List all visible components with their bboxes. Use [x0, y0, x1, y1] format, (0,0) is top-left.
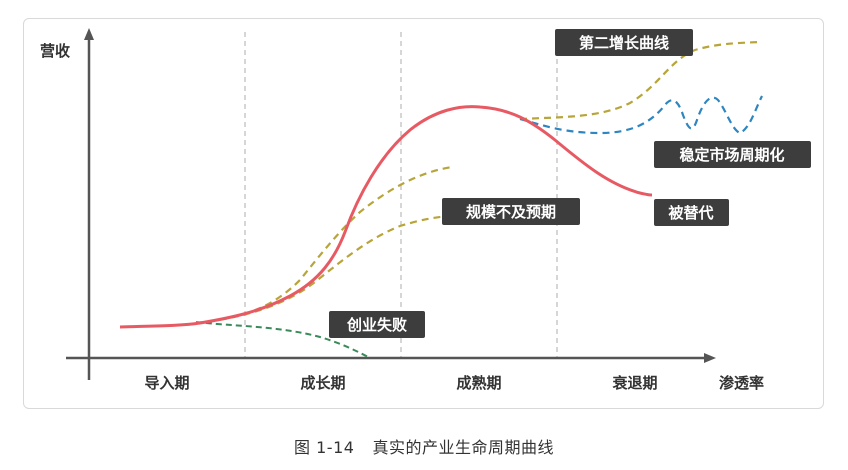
startup-failure-curve — [195, 321, 371, 359]
x-axis-label: 渗透率 — [719, 374, 764, 392]
second-growth-curve — [519, 40, 761, 121]
replaced-label-text: 被替代 — [668, 204, 713, 222]
second-growth-label: 第二增长曲线 — [555, 29, 693, 56]
figure-title: 真实的产业生命周期曲线 — [372, 438, 554, 457]
second-growth-label-text: 第二增长曲线 — [579, 34, 669, 52]
stable-cycle-label: 稳定市场周期化 — [654, 141, 811, 168]
figure-number: 图 1-14 — [294, 438, 355, 457]
below-expectation-label: 规模不及预期 — [442, 198, 580, 225]
phase-label-mature: 成熟期 — [456, 374, 501, 392]
stable-cycle-curve — [519, 95, 763, 135]
y-axis-arrow — [84, 28, 94, 40]
x-axis-arrow — [704, 353, 716, 363]
main-lifecycle-curve — [119, 105, 653, 329]
startup-failure-label: 创业失败 — [329, 311, 425, 338]
phase-label-decline: 衰退期 — [611, 374, 657, 392]
below-expectation-curve-lower — [195, 214, 451, 325]
y-axis-label: 营收 — [40, 42, 70, 60]
replaced-label: 被替代 — [654, 199, 729, 226]
below-expectation-curve-upper — [195, 165, 453, 325]
stable-cycle-label-text: 稳定市场周期化 — [679, 146, 784, 164]
phase-label-intro: 导入期 — [144, 374, 189, 392]
startup-failure-label-text: 创业失败 — [346, 316, 407, 334]
figure-caption: 图 1-14 真实的产业生命周期曲线 — [0, 434, 848, 458]
below-expectation-label-text: 规模不及预期 — [466, 203, 556, 221]
phase-label-growth: 成长期 — [300, 374, 345, 392]
